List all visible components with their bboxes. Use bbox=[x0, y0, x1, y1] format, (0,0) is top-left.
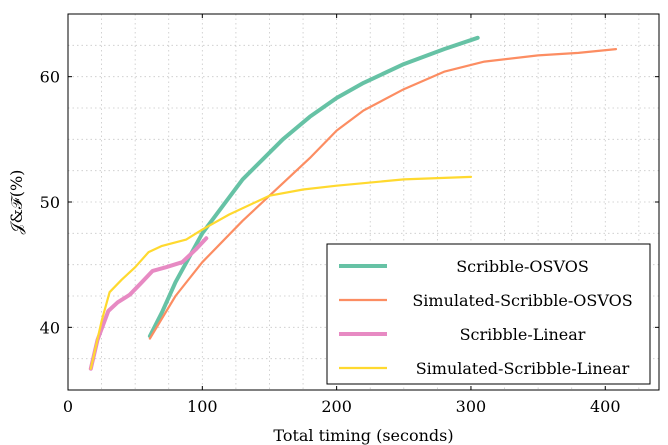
x-tick-label: 100 bbox=[187, 397, 218, 416]
y-tick-label: 60 bbox=[40, 68, 60, 87]
legend-label: Scribble-Linear bbox=[460, 325, 586, 344]
y-tick-label: 40 bbox=[40, 318, 60, 337]
x-axis-label: Total timing (seconds) bbox=[273, 426, 453, 445]
series-line-simulated-scribble-linear bbox=[89, 175, 473, 370]
x-tick-label: 200 bbox=[321, 397, 352, 416]
x-tick-label: 0 bbox=[63, 397, 73, 416]
x-tick-label: 300 bbox=[456, 397, 487, 416]
legend-label: Scribble-OSVOS bbox=[456, 257, 589, 276]
legend-label: Simulated-Scribble-Linear bbox=[416, 359, 630, 378]
y-axis-label: 𝒥&ℱ(%) bbox=[7, 170, 26, 235]
series-line-scribble-linear bbox=[88, 236, 209, 371]
legend-label: Simulated-Scribble-OSVOS bbox=[412, 291, 632, 310]
x-tick-label: 400 bbox=[590, 397, 621, 416]
series-line-scribble-osvos bbox=[147, 35, 480, 339]
axis-ticks: 0 100 200 300 400 40 50 60 bbox=[40, 14, 659, 416]
series-line-simulated-scribble-osvos bbox=[148, 48, 618, 340]
y-tick-label: 50 bbox=[40, 193, 60, 212]
legend: Scribble-OSVOS Simulated-Scribble-OSVOS Sc… bbox=[326, 243, 651, 385]
series-lines bbox=[88, 35, 618, 371]
